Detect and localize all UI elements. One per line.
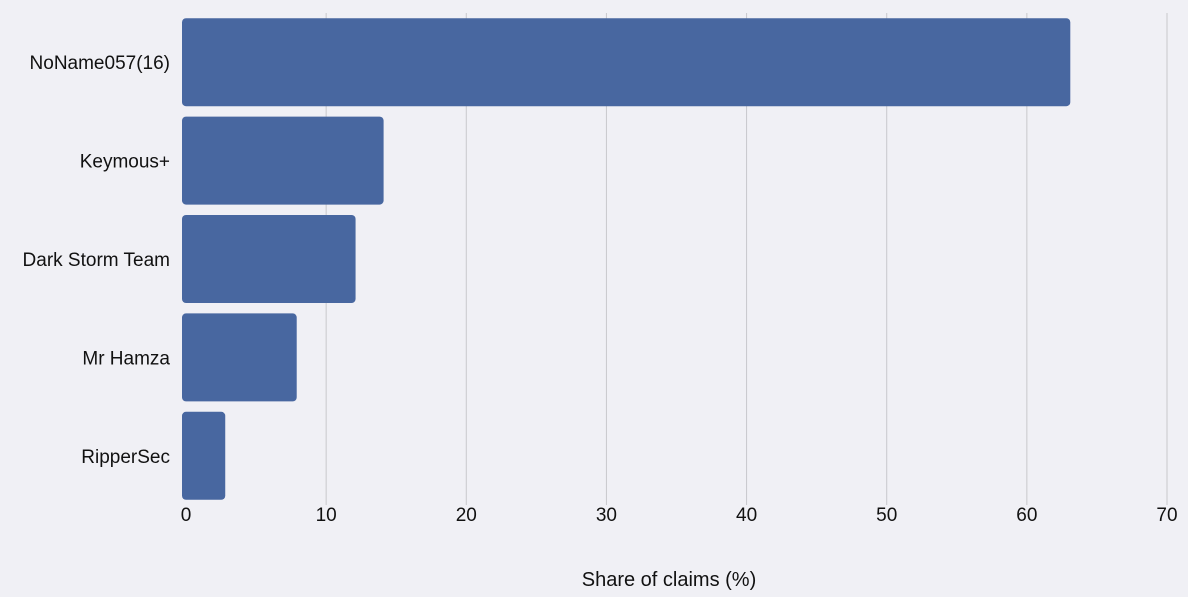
- x-tick-label: 60: [1016, 505, 1037, 526]
- category-label: Dark Storm Team: [23, 250, 170, 271]
- x-tick-label: 50: [876, 505, 897, 526]
- bar-0: [182, 18, 1071, 107]
- x-tick-labels: 0 10 20 30 40 50 60 70: [181, 505, 1178, 526]
- category-label: Keymous+: [80, 152, 170, 173]
- x-tick-label: 10: [316, 505, 337, 526]
- category-label: Mr Hamza: [82, 348, 170, 369]
- x-tick-label: 0: [181, 505, 192, 526]
- x-tick-label: 70: [1156, 505, 1177, 526]
- bar-4: [182, 411, 226, 500]
- x-axis-title: Share of claims (%): [582, 569, 757, 591]
- bar-3: [182, 313, 297, 402]
- category-labels: NoName057(16) Keymous+ Dark Storm Team Mr H…: [23, 53, 171, 468]
- category-label: NoName057(16): [30, 53, 170, 74]
- bars: [182, 18, 1071, 500]
- x-tick-label: 20: [456, 505, 477, 526]
- x-tick-label: 40: [736, 505, 757, 526]
- category-label: RipperSec: [81, 447, 170, 468]
- bar-2: [182, 215, 356, 303]
- bar-1: [182, 116, 384, 205]
- x-tick-label: 30: [596, 505, 617, 526]
